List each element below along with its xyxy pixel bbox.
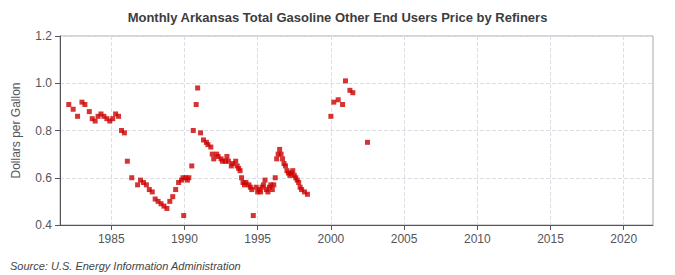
svg-text:2020: 2020 [610,232,637,246]
svg-text:2000: 2000 [318,232,345,246]
svg-text:Monthly Arkansas Total Gasolin: Monthly Arkansas Total Gasoline Other En… [128,10,548,25]
svg-text:1985: 1985 [98,232,125,246]
svg-text:2015: 2015 [537,232,564,246]
svg-text:1995: 1995 [244,232,271,246]
svg-text:1.2: 1.2 [35,29,52,43]
svg-text:0.4: 0.4 [35,218,52,232]
svg-text:0.8: 0.8 [35,124,52,138]
svg-text:2005: 2005 [391,232,418,246]
svg-text:1.0: 1.0 [35,76,52,90]
svg-text:0.6: 0.6 [35,171,52,185]
svg-text:Source: U.S. Energy Informatio: Source: U.S. Energy Information Administ… [10,260,241,272]
svg-text:Dollars per Gallon: Dollars per Gallon [9,82,23,178]
svg-text:1990: 1990 [171,232,198,246]
svg-text:2010: 2010 [464,232,491,246]
